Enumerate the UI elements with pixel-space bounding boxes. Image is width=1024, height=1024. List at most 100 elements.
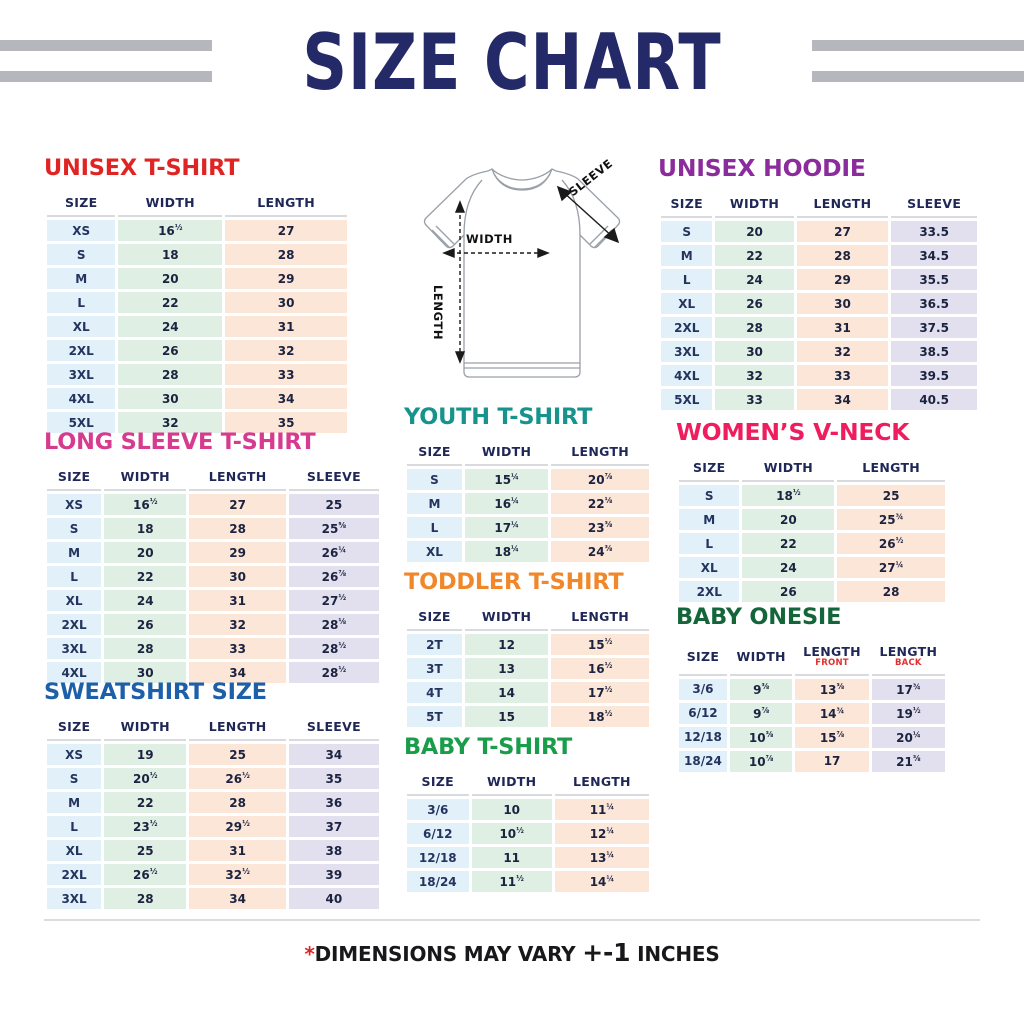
column-header: WIDTH <box>104 717 187 742</box>
cell-sleeve: 27½ <box>288 590 379 612</box>
cell-length: 29 <box>189 542 286 564</box>
cell-width: 10 <box>471 799 552 821</box>
table-row: 12/18 11 13¼ <box>407 847 649 869</box>
cell-size: XS <box>47 494 102 516</box>
cell-size: 2XL <box>47 864 102 886</box>
cell-width: 24 <box>715 269 794 291</box>
table-row: XS 16½ 27 <box>47 220 347 242</box>
table-row: 3XL 30 32 38.5 <box>661 341 977 363</box>
decor-bar <box>812 71 1024 82</box>
cell-length: 24⅜ <box>551 541 649 563</box>
cell-size: 3XL <box>47 888 102 910</box>
cell-length: 28 <box>189 518 286 540</box>
section-title: UNISEX HOODIE <box>658 156 866 182</box>
cell-size: L <box>661 269 713 291</box>
cell-length: 31 <box>189 590 286 612</box>
section-unisex-hoodie: UNISEX HOODIE SIZE WIDTH LENGTH SLEEVE S 20 27… <box>658 156 980 413</box>
column-header: WIDTH <box>471 772 552 797</box>
cell-width: 30 <box>715 341 794 363</box>
column-header: SIZE <box>47 717 102 742</box>
cell-size: S <box>47 518 102 540</box>
cell-width: 28 <box>104 888 187 910</box>
cell-size: M <box>407 493 462 515</box>
cell-width: 24 <box>104 590 187 612</box>
cell-width: 30 <box>104 662 187 684</box>
cell-length: 12¼ <box>554 823 649 845</box>
section-baby-onesie: BABY ONESIE SIZE WIDTH LENGTH FRONT LENGTH BA… <box>676 605 948 775</box>
cell-length: 32 <box>189 614 286 636</box>
cell-width: 26 <box>715 293 794 315</box>
cell-width: 13 <box>464 658 549 680</box>
size-table-sweatshirt: SIZE WIDTH LENGTH SLEEVE XS 19 25 34 S 20½ 26½ 35 M 2… <box>44 714 382 912</box>
cell-width: 32 <box>715 365 794 387</box>
diagram-label-length: LENGTH <box>431 285 445 341</box>
cell-size: L <box>47 566 102 588</box>
column-subheader: BACK <box>895 658 922 669</box>
table-row: 4XL 30 34 <box>47 388 347 410</box>
table-row: XS 16½ 27 25 <box>47 494 379 516</box>
cell-width: 23½ <box>104 816 187 838</box>
cell-sleeve: 40.5 <box>891 389 977 411</box>
cell-width: 14 <box>464 682 549 704</box>
cell-width: 15¼ <box>464 469 549 491</box>
cell-length: 34 <box>796 389 889 411</box>
cell-length: 28 <box>837 581 945 603</box>
cell-size: L <box>679 533 740 555</box>
section-title: YOUTH T-SHIRT <box>404 405 593 430</box>
table-row: 4XL 32 33 39.5 <box>661 365 977 387</box>
cell-size: S <box>407 469 462 491</box>
cell-size: XL <box>679 557 740 579</box>
cell-size: L <box>407 517 462 539</box>
table-row: XL 26 30 36.5 <box>661 293 977 315</box>
cell-size: XL <box>407 541 462 563</box>
table-row: L 24 29 35.5 <box>661 269 977 291</box>
cell-sleeve: 28½ <box>288 638 379 660</box>
table-row: 5XL 33 34 40.5 <box>661 389 977 411</box>
table-row: 2XL 26 28 <box>679 581 945 603</box>
column-header: LENGTH <box>225 193 347 218</box>
column-header: SIZE <box>407 772 469 797</box>
size-table-unisex-t-shirt: SIZE WIDTH LENGTH XS 16½ 27 S 18 28 M 20 29 L 22 30 XL 2… <box>44 190 350 436</box>
column-header: LENGTH <box>189 467 286 492</box>
cell-width: 22 <box>742 533 835 555</box>
cell-size: 4XL <box>661 365 713 387</box>
column-header: WIDTH <box>104 467 187 492</box>
table-row: S 20½ 26½ 35 <box>47 768 379 790</box>
cell-length: 33 <box>189 638 286 660</box>
cell-width: 18 <box>118 244 223 266</box>
cell-size: S <box>47 244 116 266</box>
cell-width: 20 <box>742 509 835 531</box>
cell-width: 10⅞ <box>729 750 793 772</box>
column-header: SIZE <box>679 642 727 676</box>
cell-length: 13¼ <box>554 847 649 869</box>
cell-size: 5XL <box>661 389 713 411</box>
cell-width: 20 <box>104 542 187 564</box>
table-row: M 20 29 26¼ <box>47 542 379 564</box>
cell-width: 26½ <box>104 864 187 886</box>
cell-size: 3XL <box>661 341 713 363</box>
column-header: SIZE <box>47 467 102 492</box>
cell-size: XL <box>47 316 116 338</box>
table-row: 3XL 28 33 28½ <box>47 638 379 660</box>
cell-length: 30 <box>225 292 347 314</box>
footer-disclaimer: *DIMENSIONS MAY VARY +-1 INCHES <box>0 938 1024 967</box>
cell-length: 14¾ <box>795 702 869 724</box>
column-header: LENGTH <box>551 607 649 632</box>
cell-length: 26½ <box>189 768 286 790</box>
cell-width: 30 <box>118 388 223 410</box>
column-header: LENGTH <box>554 772 649 797</box>
cell-sleeve: 34.5 <box>891 245 977 267</box>
decor-bar <box>0 40 212 51</box>
table-row: 6/12 10½ 12¼ <box>407 823 649 845</box>
cell-length: 29 <box>225 268 347 290</box>
cell-size: 2T <box>407 634 462 656</box>
cell-size: 3XL <box>47 364 116 386</box>
cell-size: 4XL <box>47 662 102 684</box>
cell-length: 15⅞ <box>795 726 869 748</box>
cell-size: 6/12 <box>679 702 727 724</box>
table-row: 18/24 11½ 14¼ <box>407 871 649 893</box>
cell-size: 18/24 <box>679 750 727 772</box>
cell-size: XL <box>661 293 713 315</box>
column-header: LENGTH FRONT <box>795 642 869 676</box>
page-title: SIZE CHART <box>302 16 722 108</box>
